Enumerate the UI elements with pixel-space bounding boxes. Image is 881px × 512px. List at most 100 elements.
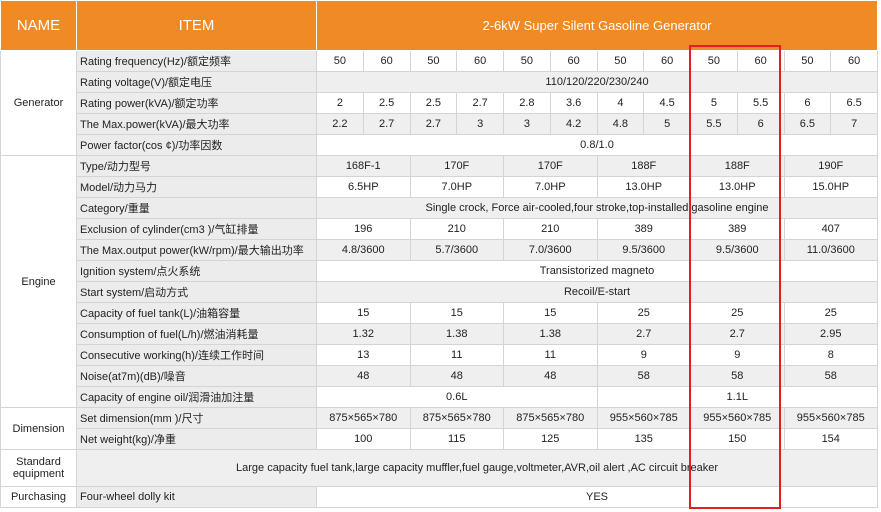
value-cell: 7.0HP bbox=[503, 176, 598, 198]
spec-row: Model/动力马力 6.5HP 7.0HP 7.0HP 13.0HP 13.0HP 15.… bbox=[1, 176, 878, 198]
spec-row: Consumption of fuel(L/h)/燃油消耗量 1.32 1.38 1.… bbox=[1, 323, 878, 345]
value-cell: 4.5 bbox=[643, 92, 691, 114]
value-cell: 9 bbox=[596, 344, 691, 366]
value-cell: 210 bbox=[503, 218, 598, 240]
value-cell: 875×565×780 bbox=[316, 407, 411, 429]
value-cell: 6 bbox=[736, 113, 785, 135]
value-cell: 5 bbox=[690, 92, 738, 114]
value-cell: 11 bbox=[503, 344, 598, 366]
value-cell: 48 bbox=[503, 365, 598, 387]
value-cell: 48 bbox=[409, 365, 504, 387]
value-cell: 2.7 bbox=[596, 323, 691, 345]
value-cell: 955×560×785 bbox=[596, 407, 691, 429]
value-cell: 50 bbox=[596, 50, 645, 72]
spec-row: Category/重量 Single crock, Force air-coole… bbox=[1, 197, 878, 219]
value-cell: 60 bbox=[830, 50, 878, 72]
item-label: Rating power(kVA)/额定功率 bbox=[76, 92, 317, 114]
value-cell: 0.8/1.0 bbox=[316, 134, 878, 156]
value-cell: 2.7 bbox=[456, 92, 504, 114]
spec-row: Power factor(cos ¢)/功率因数 0.8/1.0 bbox=[1, 134, 878, 156]
value-cell: 100 bbox=[316, 428, 411, 450]
value-cell: 50 bbox=[409, 50, 458, 72]
spec-row: The Max.output power(kW/rpm)/最大输出功率 4.8/3… bbox=[1, 239, 878, 261]
value-cell: 60 bbox=[736, 50, 785, 72]
value-cell: 6.5HP bbox=[316, 176, 411, 198]
value-cell: 125 bbox=[503, 428, 598, 450]
spec-row: Start system/启动方式 Recoil/E-start bbox=[1, 281, 878, 303]
value-cell: 2.95 bbox=[783, 323, 878, 345]
item-label: Model/动力马力 bbox=[76, 176, 317, 198]
value-cell: 13 bbox=[316, 344, 411, 366]
value-cell: 7 bbox=[830, 113, 878, 135]
value-cell: YES bbox=[316, 486, 878, 508]
value-cell: 7.0HP bbox=[409, 176, 504, 198]
value-cell: 6.5 bbox=[830, 92, 878, 114]
item-label: Noise(at7m)(dB)/噪音 bbox=[76, 365, 317, 387]
value-cell: 0.6L bbox=[316, 386, 598, 408]
value-cell: 48 bbox=[316, 365, 411, 387]
spec-row: Exclusion of cylinder(cm3 )/气缸排量 196 210 21… bbox=[1, 218, 878, 240]
group-label: Dimension bbox=[0, 407, 77, 450]
value-cell: 6 bbox=[783, 92, 832, 114]
value-cell: 168F-1 bbox=[316, 155, 411, 177]
value-cell: 7.0/3600 bbox=[503, 239, 598, 261]
spec-row: Noise(at7m)(dB)/噪音 48 48 48 58 58 58 bbox=[1, 365, 878, 387]
item-label: The Max.power(kVA)/最大功率 bbox=[76, 113, 317, 135]
value-cell: 3.6 bbox=[549, 92, 598, 114]
item-label: Four-wheel dolly kit bbox=[76, 486, 317, 508]
value-cell: 58 bbox=[596, 365, 691, 387]
value-cell: 9 bbox=[690, 344, 785, 366]
value-cell: 5.7/3600 bbox=[409, 239, 504, 261]
group-label: Generator bbox=[0, 50, 77, 156]
value-cell: 1.32 bbox=[316, 323, 411, 345]
item-label: Net weight(kg)/净重 bbox=[76, 428, 317, 450]
item-label: Consecutive working(h)/连续工作时间 bbox=[76, 344, 317, 366]
value-cell: Single crock, Force air-cooled,four stro… bbox=[316, 197, 878, 219]
item-label: Consumption of fuel(L/h)/燃油消耗量 bbox=[76, 323, 317, 345]
item-label: Category/重量 bbox=[76, 197, 317, 219]
value-cell: 60 bbox=[643, 50, 691, 72]
value-cell: 3 bbox=[503, 113, 551, 135]
value-cell: 15 bbox=[503, 302, 598, 324]
group-label: Engine bbox=[0, 155, 77, 408]
item-header: ITEM bbox=[76, 0, 317, 51]
value-cell: 8 bbox=[783, 344, 878, 366]
spec-row: Net weight(kg)/净重 100 115 125 135 150 154 bbox=[1, 428, 878, 450]
group-label: Standard equipment bbox=[0, 449, 77, 487]
value-cell: 25 bbox=[783, 302, 878, 324]
value-cell: 170F bbox=[409, 155, 504, 177]
value-cell: 2.7 bbox=[690, 323, 785, 345]
value-cell: 58 bbox=[690, 365, 785, 387]
spec-row: Rating power(kVA)/额定功率 2 2.5 2.5 2.7 2.8 3.6 4 4… bbox=[1, 92, 878, 114]
spec-row: The Max.power(kVA)/最大功率 2.2 2.7 2.7 3 3 4.2 4.8… bbox=[1, 113, 878, 135]
value-cell: 190F bbox=[783, 155, 878, 177]
item-label: Type/动力型号 bbox=[76, 155, 317, 177]
item-label: Rating frequency(Hz)/额定频率 bbox=[76, 50, 317, 72]
value-cell: 875×565×780 bbox=[409, 407, 504, 429]
value-cell: 25 bbox=[690, 302, 785, 324]
spec-row: Capacity of engine oil/润滑油加注量 0.6L 1.1L bbox=[1, 386, 878, 408]
group-label: Purchasing bbox=[0, 486, 77, 508]
value-cell: 60 bbox=[456, 50, 504, 72]
item-label: Exclusion of cylinder(cm3 )/气缸排量 bbox=[76, 218, 317, 240]
spec-row: Generator Rating frequency(Hz)/额定频率 50 60 50… bbox=[0, 50, 878, 156]
item-label: The Max.output power(kW/rpm)/最大输出功率 bbox=[76, 239, 317, 261]
value-cell: 389 bbox=[690, 218, 785, 240]
spec-row: Standard equipment Large capacity fuel ta… bbox=[0, 449, 878, 487]
value-cell: 1.38 bbox=[409, 323, 504, 345]
value-cell: 407 bbox=[783, 218, 878, 240]
value-cell: 9.5/3600 bbox=[596, 239, 691, 261]
value-cell: 875×565×780 bbox=[503, 407, 598, 429]
value-cell: 210 bbox=[409, 218, 504, 240]
value-cell: 389 bbox=[596, 218, 691, 240]
value-cell: 4.2 bbox=[549, 113, 598, 135]
spec-row: Capacity of fuel tank(L)/油箱容量 15 15 15 25 25 2… bbox=[1, 302, 878, 324]
value-cell: 25 bbox=[596, 302, 691, 324]
value-cell: Transistorized magneto bbox=[316, 260, 878, 282]
value-cell: 11 bbox=[409, 344, 504, 366]
item-label: Start system/启动方式 bbox=[76, 281, 317, 303]
value-cell: 196 bbox=[316, 218, 411, 240]
value-cell: 5.5 bbox=[690, 113, 738, 135]
value-cell: 13.0HP bbox=[596, 176, 691, 198]
value-cell: Recoil/E-start bbox=[316, 281, 878, 303]
